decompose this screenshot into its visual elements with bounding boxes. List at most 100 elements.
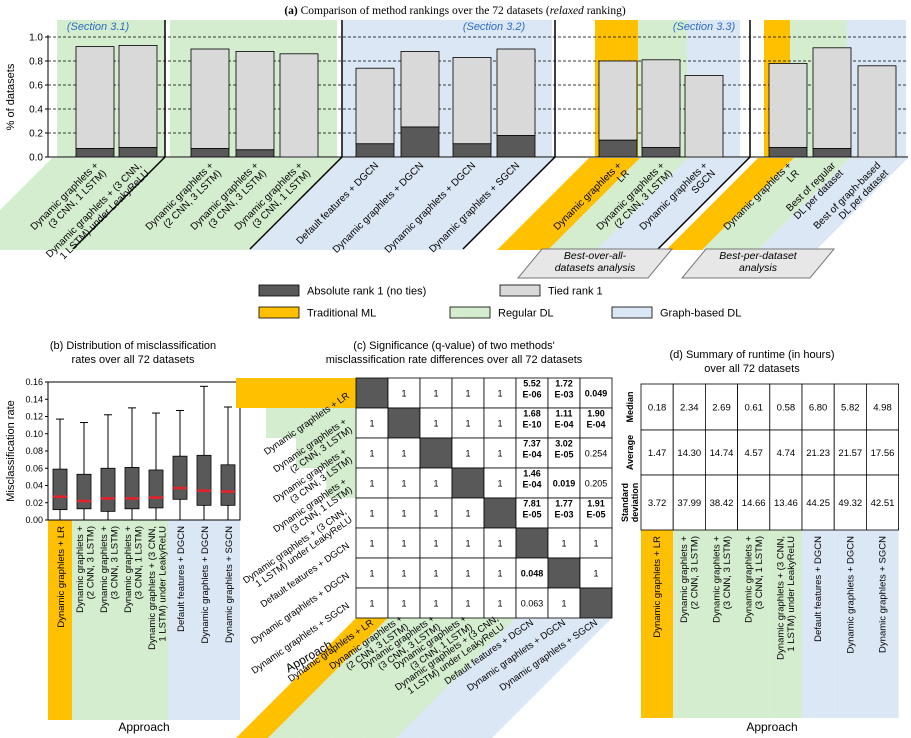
q-value: 1 <box>561 539 566 549</box>
box <box>76 473 92 510</box>
box <box>52 468 68 511</box>
col-band-regular <box>705 530 738 718</box>
q-value: 0.049 <box>585 389 608 399</box>
q-value: 0.048 <box>521 569 544 579</box>
q-value: 1.11 E-04 <box>554 409 573 430</box>
bar-absolute-rank-1 <box>235 149 275 158</box>
runtime-value: 44.25 <box>806 498 830 509</box>
q-value: 1 <box>369 509 374 519</box>
col-band-graph <box>866 530 899 718</box>
q-value: 1 <box>433 599 438 609</box>
panel-d-title: (d) Summary of runtime (in hours) over al… <box>669 349 834 375</box>
group-separator <box>249 156 343 250</box>
col-label: Dynamic graphlets + SGCN <box>878 536 889 653</box>
table-cell <box>769 383 803 431</box>
q-value: 1 <box>433 389 438 399</box>
bar-tied-rank-1 <box>190 48 230 149</box>
runtime-value: 42.51 <box>871 498 895 509</box>
col-label: Dynamic graphlets + LR <box>652 536 663 638</box>
panel-a-title: (a) Comparison of method rankings over t… <box>284 5 625 17</box>
q-value: 1 <box>433 569 438 579</box>
q-value: 1 <box>497 479 502 489</box>
col-band-trad <box>236 618 388 738</box>
q-value: 0.205 <box>585 479 608 489</box>
q-value: 1 <box>401 509 406 519</box>
matrix-cell <box>387 377 421 409</box>
q-value: 1 <box>465 509 470 519</box>
bar-absolute-rank-1 <box>598 139 638 158</box>
runtime-value: 1.47 <box>648 448 667 459</box>
bar-absolute-rank-1 <box>400 126 440 158</box>
legend-trad-swatch <box>258 306 300 319</box>
box <box>172 455 188 500</box>
bar-tied-rank-1 <box>768 63 808 148</box>
y-tick-label: 0.12 <box>25 412 43 422</box>
y-tick-label: 0.16 <box>25 377 43 387</box>
row-band-regular <box>296 438 356 468</box>
col-band-regular <box>300 618 452 738</box>
table-cell <box>737 383 771 431</box>
bar-absolute-rank-1 <box>190 148 230 158</box>
col-label: Dynamic graphlets + (3 CNN,1 LSTM) under… <box>776 536 798 660</box>
matrix-cell <box>579 377 613 409</box>
table-cell <box>866 474 900 531</box>
runtime-value: 2.69 <box>712 403 731 414</box>
group-band-regular <box>72 520 168 720</box>
col-label: Dynamic graphlets +(3 CNN, 3 LSTM) <box>711 536 733 623</box>
bar-tied-rank-1 <box>684 75 724 158</box>
y-tick-label: 0.0 <box>29 153 43 164</box>
runtime-value: 49.32 <box>838 498 862 509</box>
col-label: Dynamic graphlets +(2 CNN, 3 LSTM) <box>679 536 701 623</box>
matrix-cell <box>483 407 517 439</box>
runtime-value: 4.98 <box>873 403 892 414</box>
col-band-regular <box>769 530 802 718</box>
box <box>148 469 164 509</box>
col-band-graph <box>802 530 835 718</box>
matrix-cell <box>515 587 549 619</box>
y-tick-label: 0.04 <box>25 481 43 491</box>
col-label: Default features + DGCN <box>813 536 824 642</box>
group-separator <box>462 156 556 250</box>
y-tick-label: 0.10 <box>25 429 43 439</box>
bar-absolute-rank-1 <box>496 134 536 158</box>
panel-c-title: (c) Significance (q-value) of two method… <box>326 340 583 366</box>
table-cell <box>672 383 706 431</box>
matrix-cell <box>515 467 549 499</box>
matrix-cell <box>579 467 613 499</box>
diagonal-cell <box>419 437 453 469</box>
legend-graph-swatch <box>611 306 653 319</box>
legend-regular-swatch <box>449 306 491 319</box>
q-value: 1 <box>369 569 374 579</box>
col-band-graph <box>428 618 580 738</box>
q-value: 1.91 E-05 <box>586 499 605 520</box>
section-label: (Section 3.3) <box>673 21 736 33</box>
table-cell <box>769 429 803 476</box>
bar-tied-rank-1 <box>598 60 638 141</box>
label-band-regular <box>73 158 342 250</box>
matrix-cell <box>451 557 485 589</box>
q-value: 1 <box>465 539 470 549</box>
q-value: 1 <box>369 479 374 489</box>
runtime-value: 4.74 <box>777 448 796 459</box>
col-band-trad <box>641 530 674 718</box>
row-label: Average <box>625 435 635 470</box>
q-value: 1 <box>465 389 470 399</box>
table-cell <box>640 383 674 431</box>
row-band-trad <box>236 378 356 408</box>
matrix-cell <box>579 497 613 529</box>
box <box>196 454 212 506</box>
label-band-graph <box>250 158 456 250</box>
q-value: 1 <box>401 389 406 399</box>
matrix-cell <box>419 467 453 499</box>
table-cell <box>737 474 771 531</box>
runtime-value: 21.23 <box>806 448 830 459</box>
bar-tied-rank-1 <box>75 46 115 149</box>
q-value: 1.77 E-03 <box>554 499 573 520</box>
table-cell <box>640 474 674 531</box>
label-band-graph <box>596 158 750 250</box>
runtime-value: 17.56 <box>871 448 895 459</box>
q-value: 0.019 <box>553 479 576 489</box>
table-cell <box>833 429 867 476</box>
bar-absolute-rank-1 <box>118 146 158 158</box>
y-tick-label: 0.00 <box>25 515 43 525</box>
